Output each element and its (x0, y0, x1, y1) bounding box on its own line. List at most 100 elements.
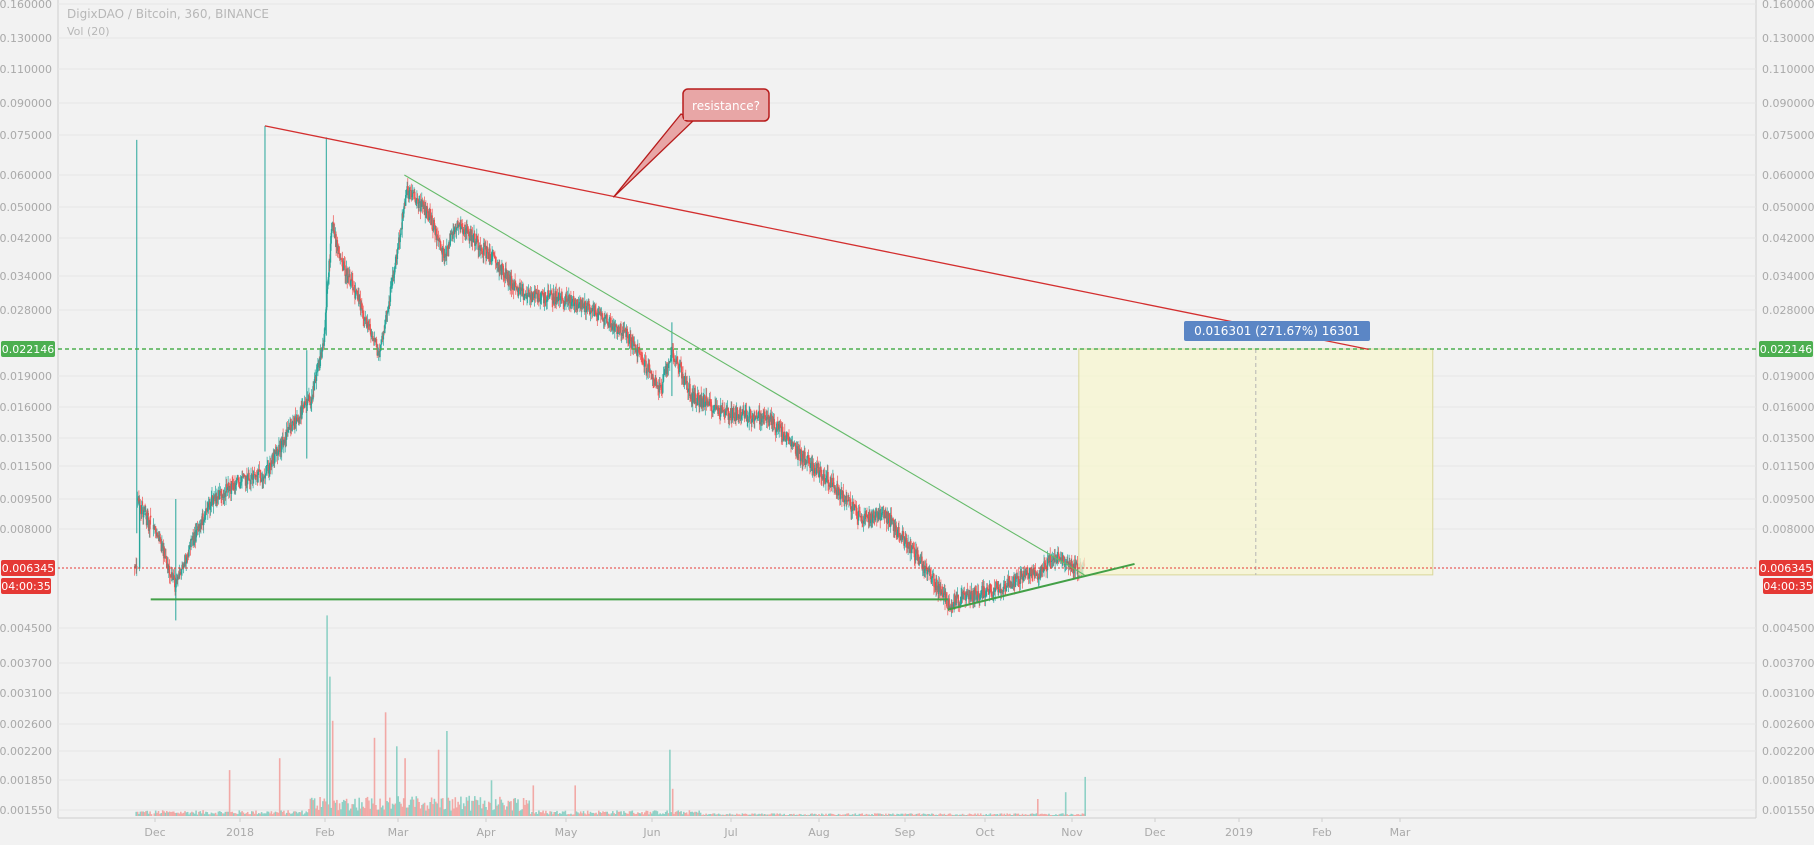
volume-bar (142, 811, 144, 816)
candle-body (135, 564, 137, 569)
volume-bar (883, 815, 886, 816)
candle-body (324, 312, 327, 327)
candle-body (768, 416, 771, 426)
volume-bar (695, 811, 698, 816)
volume-bar (311, 797, 313, 816)
resistance-trendline[interactable] (264, 125, 1369, 351)
candle-body (143, 511, 145, 518)
volume-bar (422, 803, 425, 816)
candle-body (703, 395, 706, 407)
volume-indicator-label: Vol (20) (67, 25, 110, 38)
price-tick-label-right: 0.001850 (1762, 774, 1814, 787)
volume-bar (435, 801, 437, 816)
candle-body (775, 427, 778, 433)
candle-body (998, 589, 1000, 593)
volume-bar (394, 803, 397, 816)
candle-body (853, 504, 856, 511)
candle-body (647, 363, 649, 371)
candle-body (494, 256, 496, 259)
candle-body (1054, 556, 1056, 563)
candle-body (708, 398, 711, 406)
volume-bar (620, 811, 622, 816)
candle-body (238, 482, 240, 485)
volume-bar (819, 815, 822, 816)
candle-body (366, 322, 369, 328)
volume-bar (358, 797, 360, 816)
volume-bar (591, 812, 593, 816)
volume-bar (586, 810, 589, 816)
volume-bar (308, 809, 310, 816)
volume-bar (755, 814, 758, 816)
candle-body (751, 419, 753, 424)
candle-body (275, 451, 277, 454)
volume-bar (811, 813, 813, 816)
candle-body (994, 588, 996, 592)
candle-body (976, 596, 978, 600)
price-tick-label-right: 0.019000 (1762, 370, 1814, 383)
candle-body (327, 283, 329, 290)
candle-body (244, 476, 246, 478)
price-tick-label-right: 0.003700 (1762, 657, 1814, 670)
callout-box[interactable] (682, 88, 770, 122)
volume-bar (416, 798, 419, 816)
candle-body (986, 587, 989, 589)
volume-bar (1014, 813, 1017, 816)
candle-body (855, 504, 857, 507)
volume-bar (968, 813, 971, 816)
volume-bar (967, 814, 969, 816)
volume-bar (1070, 813, 1073, 816)
candle-body (487, 252, 489, 254)
candle-body (940, 591, 943, 595)
volume-bar (790, 814, 792, 816)
volume-bar (518, 810, 521, 816)
candle-body (312, 386, 314, 400)
candle-body (207, 507, 209, 511)
price-tick-label-right: 0.090000 (1762, 97, 1814, 110)
candle-body (526, 295, 528, 299)
candle-body (631, 337, 633, 349)
candle-body (136, 566, 138, 570)
candle-body (1076, 563, 1079, 575)
candle-body (521, 288, 523, 291)
volume-bar (892, 813, 894, 816)
rising-support-line[interactable] (947, 562, 1135, 611)
price-tick-label-left: 0.028000 (0, 304, 52, 317)
candle-body (657, 385, 659, 387)
candle-body (388, 301, 390, 309)
candle-body (782, 426, 784, 441)
candle-body (178, 572, 180, 578)
candle-body (501, 263, 503, 275)
descending-trendline[interactable] (404, 174, 1085, 576)
candle-body (571, 301, 573, 303)
candle-body (844, 499, 846, 503)
volume-bar (384, 712, 387, 816)
volume-bar (688, 810, 691, 816)
candle-body (618, 326, 620, 333)
candle-body (193, 540, 195, 545)
volume-bar (407, 807, 409, 816)
candle-body (761, 418, 763, 423)
volume-bar (769, 814, 771, 816)
volume-bar (380, 807, 383, 816)
candle-body (773, 419, 775, 428)
volume-bar (419, 808, 422, 816)
candle-body (186, 554, 189, 557)
candle-body (614, 326, 616, 331)
candle-body (329, 243, 332, 263)
volume-bar (405, 807, 408, 816)
candle-body (892, 518, 894, 520)
volume-bar (457, 801, 459, 816)
candle-body (230, 481, 233, 494)
volume-bar (993, 814, 996, 816)
volume-bar (546, 813, 549, 816)
volume-bar (170, 812, 172, 816)
candle-body (925, 566, 927, 569)
volume-bar (651, 813, 653, 816)
volume-bar (200, 813, 203, 816)
candle-body (548, 296, 550, 298)
volume-bar (219, 811, 221, 816)
candle-body (237, 477, 240, 483)
volume-bar (525, 800, 528, 816)
callout-pointer (612, 113, 696, 198)
